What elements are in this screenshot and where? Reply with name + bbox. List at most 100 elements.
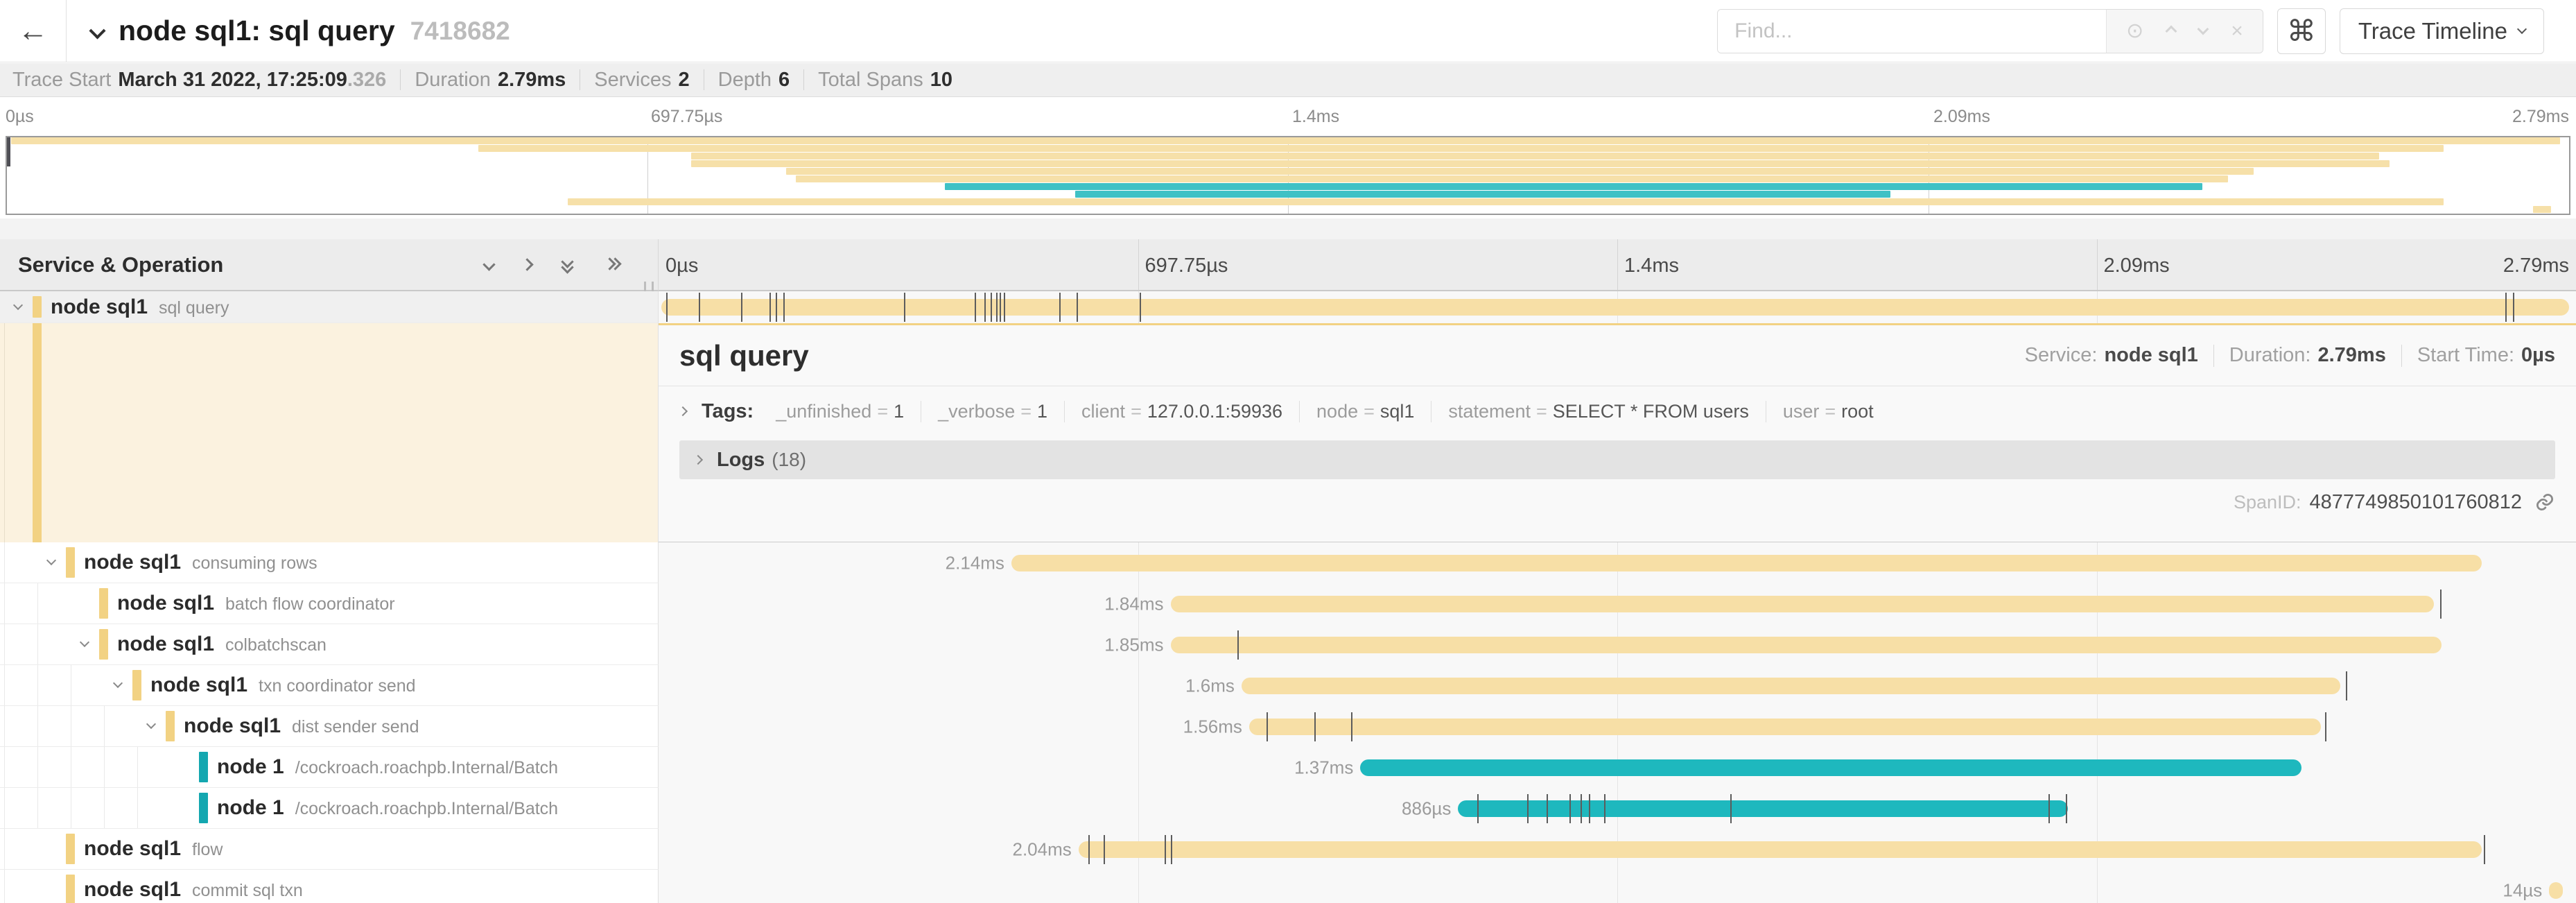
span-bar[interactable] bbox=[1011, 554, 2482, 571]
service-name: node sql1 bbox=[84, 837, 182, 860]
find-next-icon[interactable] bbox=[2197, 23, 2209, 35]
timeline-row[interactable]: 14µs bbox=[659, 870, 2576, 903]
span-color-indicator bbox=[66, 834, 75, 864]
back-button[interactable]: ← bbox=[0, 0, 67, 62]
timeline-gridline bbox=[1138, 788, 1139, 829]
indent-guide bbox=[4, 747, 5, 787]
indent-guide bbox=[37, 747, 38, 787]
span-bar[interactable] bbox=[1170, 595, 2435, 612]
log-marker-tick bbox=[1603, 793, 1605, 823]
log-marker-tick bbox=[1546, 793, 1548, 823]
expand-all-icon[interactable] bbox=[603, 257, 622, 273]
expand-collapse-icon[interactable] bbox=[12, 300, 24, 310]
axis-tick-label: 2.09ms bbox=[1933, 107, 1990, 126]
span-bar[interactable] bbox=[1360, 759, 2302, 776]
collapse-one-icon[interactable] bbox=[482, 258, 496, 271]
indent-guide bbox=[4, 583, 5, 624]
timeline-row[interactable] bbox=[659, 291, 2576, 323]
link-icon[interactable] bbox=[2534, 492, 2555, 513]
tag-item-statement: statement = SELECT * FROM users bbox=[1431, 400, 1766, 422]
span-detail-left-gutter bbox=[0, 323, 659, 542]
view-selector-button[interactable]: Trace Timeline bbox=[2339, 8, 2544, 54]
service-name: node sql1 bbox=[184, 714, 281, 737]
log-marker-tick bbox=[2324, 712, 2326, 741]
tree-row[interactable]: node sql1 colbatchscan bbox=[0, 624, 659, 665]
log-marker-tick bbox=[666, 293, 668, 322]
log-marker-tick bbox=[2505, 293, 2507, 322]
span-bar[interactable] bbox=[1078, 841, 2482, 858]
span-duration-label: 1.37ms bbox=[1294, 757, 1354, 777]
keyboard-shortcuts-button[interactable]: ⌘ bbox=[2277, 8, 2326, 54]
expand-collapse-icon[interactable] bbox=[112, 678, 123, 689]
tree-row[interactable]: node sql1 flow bbox=[0, 829, 659, 870]
tree-row[interactable]: node sql1 dist sender send bbox=[0, 706, 659, 747]
timeline-row[interactable]: 1.84ms bbox=[659, 583, 2576, 624]
find-clear-icon[interactable]: × bbox=[2231, 19, 2243, 42]
locate-icon[interactable]: ⊙ bbox=[2126, 19, 2144, 42]
logs-row[interactable]: Logs (18) bbox=[679, 440, 2555, 479]
timeline-gridline bbox=[2096, 870, 2098, 903]
tree-row[interactable]: node 1/cockroach.roachpb.Internal/Batch bbox=[0, 747, 659, 788]
minimap-span-bar bbox=[2533, 206, 2552, 213]
tags-row[interactable]: Tags: _unfinished = 1 _verbose = 1 client = 127.… bbox=[659, 389, 2576, 433]
tree-row[interactable]: node sql1 commit sql txn bbox=[0, 870, 659, 903]
tree-row[interactable]: node sql1 consuming rows bbox=[0, 542, 659, 583]
span-bar[interactable] bbox=[1458, 800, 2068, 817]
column-resize-handle[interactable] bbox=[644, 282, 654, 300]
timeline-row[interactable]: 1.37ms bbox=[659, 747, 2576, 788]
minimap-scrubber-handle[interactable] bbox=[7, 137, 10, 166]
tag-value: root bbox=[1841, 400, 1874, 422]
indent-guide bbox=[37, 788, 38, 828]
operation-name: batch flow coordinator bbox=[225, 594, 395, 614]
span-row--cockroach-roachpb-internal-batch: node 1/cockroach.roachpb.Internal/Batch 1… bbox=[0, 747, 2576, 788]
span-bar[interactable] bbox=[661, 299, 2570, 316]
span-bar[interactable] bbox=[1170, 636, 2442, 653]
find-prev-icon[interactable] bbox=[2165, 25, 2177, 37]
timeline-row[interactable]: 1.56ms bbox=[659, 706, 2576, 747]
minimap-canvas[interactable] bbox=[6, 136, 2570, 215]
timeline-row[interactable]: 2.04ms bbox=[659, 829, 2576, 870]
service-name: node 1 bbox=[217, 796, 284, 819]
collapse-trace-icon[interactable] bbox=[89, 22, 106, 40]
find-input[interactable] bbox=[1718, 9, 2107, 53]
span-color-indicator bbox=[199, 793, 208, 823]
timeline-gridline bbox=[1138, 624, 1139, 665]
log-marker-tick bbox=[995, 293, 998, 322]
minimap-span-bar bbox=[10, 137, 2561, 144]
span-bar[interactable] bbox=[1248, 718, 2322, 735]
tag-value: sql1 bbox=[1380, 400, 1415, 422]
log-marker-tick bbox=[1569, 793, 1571, 823]
span-row-sql-query: node sql1 sql query bbox=[0, 291, 2576, 323]
collapse-all-icon[interactable] bbox=[561, 255, 576, 274]
timeline-row[interactable]: 1.6ms bbox=[659, 665, 2576, 706]
tag-item-unfinished: _unfinished = 1 bbox=[759, 400, 922, 422]
expand-one-icon[interactable] bbox=[521, 258, 534, 271]
expand-collapse-icon[interactable] bbox=[146, 719, 157, 730]
timeline-row[interactable]: 2.14ms bbox=[659, 542, 2576, 583]
divider bbox=[400, 69, 401, 90]
minimap-span-bar bbox=[478, 145, 2444, 152]
log-marker-tick bbox=[1266, 712, 1268, 741]
indent-guide bbox=[4, 829, 5, 869]
span-detail-title: sql query bbox=[679, 338, 809, 372]
indent-guide bbox=[4, 788, 5, 828]
tree-row[interactable]: node 1/cockroach.roachpb.Internal/Batch bbox=[0, 788, 659, 829]
expand-collapse-icon[interactable] bbox=[46, 555, 57, 566]
indent-guide bbox=[37, 583, 38, 624]
tree-row[interactable]: node sql1 sql query bbox=[0, 291, 659, 323]
timeline-gridline bbox=[1138, 870, 1139, 903]
log-marker-tick bbox=[775, 293, 777, 322]
tree-row[interactable]: node sql1 txn coordinator send bbox=[0, 665, 659, 706]
tree-row[interactable]: node sql1 batch flow coordinator bbox=[0, 583, 659, 624]
span-bar[interactable] bbox=[2549, 882, 2563, 899]
log-marker-tick bbox=[2066, 793, 2068, 823]
log-marker-tick bbox=[783, 293, 785, 322]
back-arrow-icon: ← bbox=[17, 13, 49, 48]
expand-collapse-icon[interactable] bbox=[79, 637, 90, 648]
timeline-gridline bbox=[1138, 583, 1139, 624]
span-bar[interactable] bbox=[1241, 677, 2340, 694]
span-color-indicator bbox=[33, 323, 42, 542]
indent-guide bbox=[104, 788, 105, 828]
timeline-row[interactable]: 886µs bbox=[659, 788, 2576, 829]
timeline-row[interactable]: 1.85ms bbox=[659, 624, 2576, 665]
